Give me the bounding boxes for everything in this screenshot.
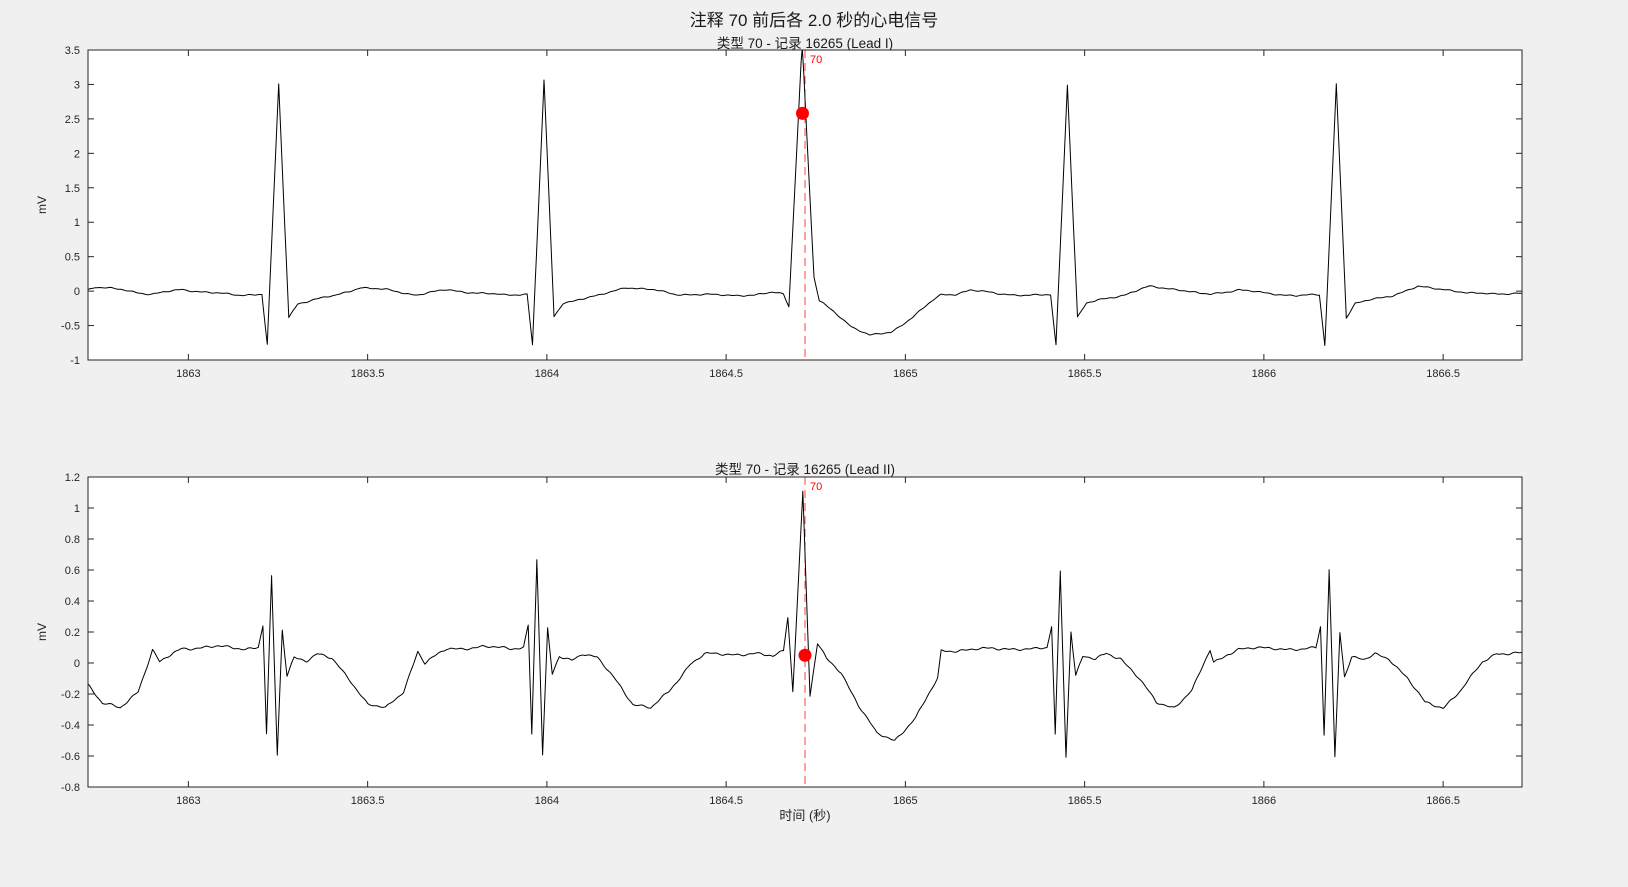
axes-box <box>87 476 1523 788</box>
annotation-marker <box>795 106 809 120</box>
y-tick-label: 1 <box>74 217 80 229</box>
x-tick-label: 1864.5 <box>709 368 743 380</box>
x-tick-label: 1866 <box>1252 368 1276 380</box>
y-tick-label: 1 <box>74 503 80 515</box>
plot-background <box>88 477 1522 787</box>
y-tick-label: 1.2 <box>65 472 80 484</box>
x-tick-label: 1866 <box>1252 795 1276 807</box>
x-axis-ticks: 1863 1863.5 1864 1864.5 1865 1865.5 1866 1866.5 <box>176 50 1460 380</box>
y-tick-label: 3 <box>74 79 80 91</box>
y-tick-label: 0 <box>74 286 80 298</box>
y-tick-label: -0.4 <box>61 720 80 732</box>
y-tick-label: 1.5 <box>65 183 80 195</box>
x-tick-label: 1865 <box>893 368 917 380</box>
x-tick-label: 1864 <box>535 368 559 380</box>
x-axis-label: 时间 (秒) <box>779 808 831 823</box>
lead1-plot-title: 类型 70 - 记录 16265 (Lead I) <box>716 36 894 51</box>
y-tick-label: 0.2 <box>65 627 80 639</box>
x-tick-label: 1866.5 <box>1426 795 1460 807</box>
x-tick-label: 1863 <box>176 368 200 380</box>
y-tick-label: 2 <box>74 148 80 160</box>
x-tick-label: 1866.5 <box>1426 368 1460 380</box>
y-tick-label: 0.8 <box>65 534 80 546</box>
lead2-plot: 1863 1863.5 1864 1864.5 1865 1865.5 1866 1866.5… <box>35 472 1523 807</box>
lead2-plot-title: 类型 70 - 记录 16265 (Lead II) <box>714 462 896 477</box>
y-tick-label: -1 <box>70 355 80 367</box>
ecg-waveform <box>87 490 1523 758</box>
ecg-waveform <box>87 49 1523 346</box>
y-axis-ticks: -1 -0.5 0 0.5 1 1.5 2 2.5 3 3.5 <box>61 45 1522 367</box>
x-tick-label: 1865 <box>893 795 917 807</box>
x-tick-label: 1864.5 <box>709 795 743 807</box>
figure-title: 注释 70 前后各 2.0 秒的心电信号 <box>689 11 939 30</box>
axes-box <box>87 49 1523 361</box>
annotation-marker <box>798 648 812 662</box>
x-tick-label: 1864 <box>535 795 559 807</box>
y-axis-label: mV <box>35 623 49 641</box>
y-tick-label: -0.2 <box>61 689 80 701</box>
x-tick-label: 1865.5 <box>1068 795 1102 807</box>
y-tick-label: -0.5 <box>61 321 80 333</box>
y-tick-label: -0.6 <box>61 751 80 763</box>
y-tick-label: 2.5 <box>65 114 80 126</box>
annotation-label: 70 <box>810 54 822 66</box>
y-axis-label: mV <box>35 196 49 214</box>
x-tick-label: 1863.5 <box>351 795 385 807</box>
lead1-plot: 1863 1863.5 1864 1864.5 1865 1865.5 1866 1866.5… <box>35 45 1523 380</box>
y-tick-label: 0 <box>74 658 80 670</box>
y-tick-label: 0.5 <box>65 252 80 264</box>
x-axis-ticks: 1863 1863.5 1864 1864.5 1865 1865.5 1866 1866.5 <box>176 477 1460 807</box>
x-tick-label: 1865.5 <box>1068 368 1102 380</box>
y-axis-ticks: -0.8 -0.6 -0.4 -0.2 0 0.2 0.4 0.6 0.8 1 1.2 <box>61 472 1522 794</box>
y-tick-label: 0.4 <box>65 596 80 608</box>
y-tick-label: -0.8 <box>61 782 80 794</box>
x-tick-label: 1863 <box>176 795 200 807</box>
y-tick-label: 3.5 <box>65 45 80 57</box>
x-tick-label: 1863.5 <box>351 368 385 380</box>
y-tick-label: 0.6 <box>65 565 80 577</box>
annotation-label: 70 <box>810 481 822 493</box>
